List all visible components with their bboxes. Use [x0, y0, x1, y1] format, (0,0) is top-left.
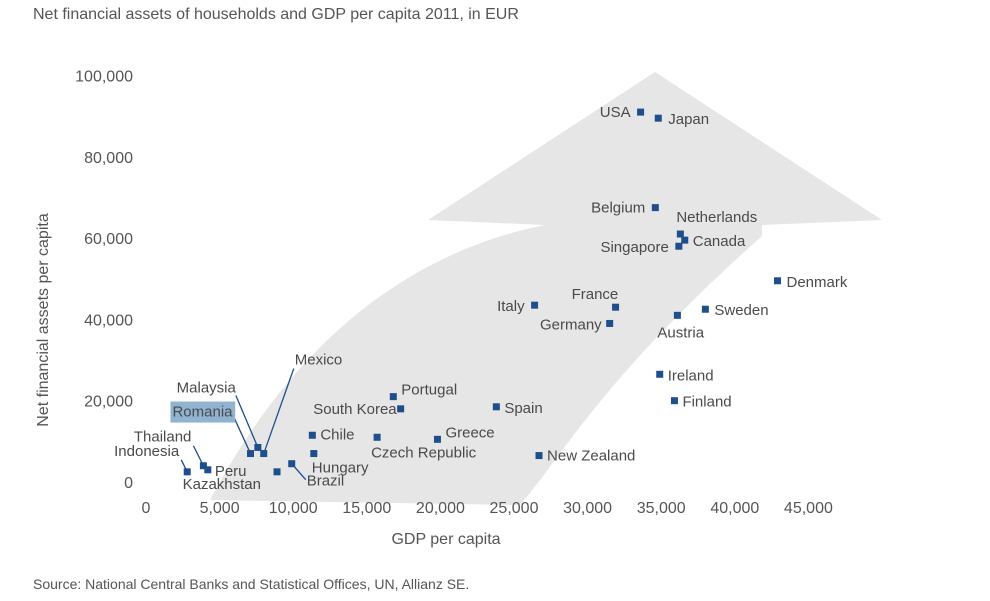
point-new-zealand — [535, 452, 543, 460]
data-points: USA Japan Belgium Netherlands Canada Singapor… — [114, 104, 848, 493]
point-hungary — [310, 450, 318, 458]
point-belgium — [651, 204, 659, 212]
leader-line-romania — [233, 418, 252, 454]
point-kazakhstan — [273, 468, 281, 476]
x-tick-label: 15,000 — [342, 500, 391, 517]
point-spain — [492, 403, 500, 411]
label-germany: Germany — [540, 316, 602, 333]
point-denmark — [773, 277, 781, 285]
label-ireland: Ireland — [668, 367, 714, 384]
point-czech-republic — [373, 433, 381, 441]
point-usa — [637, 108, 645, 116]
point-romania — [247, 450, 255, 458]
point-chile — [308, 431, 316, 439]
label-new-zealand: New Zealand — [547, 448, 635, 465]
label-brazil: Brazil — [307, 473, 345, 490]
leader-line-mexico — [263, 368, 295, 454]
x-tick-label: 25,000 — [490, 500, 539, 517]
point-thailand — [199, 462, 207, 470]
label-malaysia: Malaysia — [177, 379, 237, 396]
point-finland — [670, 397, 678, 405]
label-france: France — [572, 286, 619, 303]
label-singapore: Singapore — [600, 239, 668, 256]
label-sweden: Sweden — [714, 302, 768, 319]
point-indonesia — [183, 468, 191, 476]
y-tick-label: 20,000 — [84, 394, 133, 411]
x-tick-label: 35,000 — [637, 500, 686, 517]
label-denmark: Denmark — [786, 274, 847, 291]
chart-title: Net financial assets of households and G… — [33, 6, 519, 23]
label-peru: Peru — [215, 463, 247, 480]
point-netherlands — [676, 230, 684, 238]
x-axis-label: GDP per capita — [391, 531, 500, 548]
label-romania: Romania — [172, 404, 233, 421]
label-czech-republic: Czech Republic — [371, 444, 477, 461]
label-belgium: Belgium — [591, 200, 645, 217]
label-hungary: Hungary — [312, 460, 369, 477]
point-sweden — [701, 305, 709, 313]
x-tick-label: 45,000 — [784, 500, 833, 517]
point-singapore — [675, 242, 683, 250]
point-japan — [654, 114, 662, 122]
label-portugal: Portugal — [401, 382, 457, 399]
point-peru — [204, 466, 212, 474]
y-tick-label: 0 — [124, 475, 133, 492]
growth-arrow — [210, 72, 882, 505]
point-italy — [531, 301, 539, 309]
label-austria: Austria — [657, 324, 704, 341]
point-greece — [433, 435, 441, 443]
label-indonesia: Indonesia — [114, 443, 180, 460]
point-austria — [673, 311, 681, 319]
point-brazil — [288, 460, 296, 468]
label-thailand: Thailand — [134, 429, 192, 446]
point-canada — [681, 236, 689, 244]
label-chile: Chile — [320, 426, 354, 443]
point-malaysia — [254, 443, 262, 451]
point-portugal — [389, 393, 397, 401]
x-tick-label: 30,000 — [563, 500, 612, 517]
label-finland: Finland — [682, 394, 731, 411]
highlight-romania — [170, 401, 236, 423]
x-tick-label: 40,000 — [710, 500, 759, 517]
label-canada: Canada — [693, 233, 746, 250]
y-tick-label: 60,000 — [84, 231, 133, 248]
label-greece: Greece — [445, 424, 494, 441]
x-tick-label: 20,000 — [416, 500, 465, 517]
label-spain: Spain — [504, 400, 542, 417]
y-axis-ticks: 0 20,000 40,000 60,000 80,000 100,000 — [75, 69, 133, 493]
label-south-korea: South Korea — [313, 401, 397, 418]
point-ireland — [656, 370, 664, 378]
point-south-korea — [397, 405, 405, 413]
label-usa: USA — [600, 104, 631, 121]
leader-line-malaysia — [235, 395, 259, 448]
y-tick-label: 80,000 — [84, 150, 133, 167]
point-germany — [606, 319, 614, 327]
point-france — [612, 303, 620, 311]
y-axis-label: Net financial assets per capita — [35, 213, 52, 427]
x-tick-label: 10,000 — [269, 500, 318, 517]
x-axis-ticks: 0 5,000 10,000 15,000 20,000 25,000 30,000 35,0… — [142, 500, 833, 517]
point-mexico — [260, 450, 268, 458]
x-tick-label: 5,000 — [200, 500, 240, 517]
x-tick-label: 0 — [142, 500, 151, 517]
y-tick-label: 100,000 — [75, 69, 133, 86]
label-italy: Italy — [497, 298, 525, 315]
label-netherlands: Netherlands — [676, 209, 757, 226]
y-tick-label: 40,000 — [84, 312, 133, 329]
label-kazakhstan: Kazakhstan — [183, 476, 261, 493]
label-mexico: Mexico — [295, 352, 343, 369]
source-note: Source: National Central Banks and Stati… — [33, 576, 470, 592]
label-japan: Japan — [668, 111, 709, 128]
